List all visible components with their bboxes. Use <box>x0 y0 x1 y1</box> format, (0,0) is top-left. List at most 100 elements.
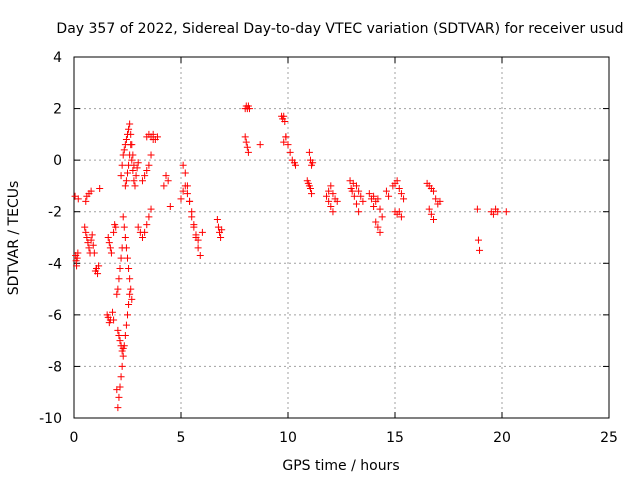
data-point <box>188 213 196 221</box>
data-point <box>436 197 444 205</box>
data-point <box>179 187 187 195</box>
data-point <box>143 166 151 174</box>
data-point <box>127 285 135 293</box>
data-point <box>376 205 384 213</box>
data-point <box>474 236 482 244</box>
data-point <box>122 321 130 329</box>
data-point <box>127 141 135 149</box>
data-point <box>325 187 333 195</box>
data-point <box>117 373 125 381</box>
data-point <box>114 326 122 334</box>
data-point <box>395 185 403 193</box>
data-point <box>131 182 139 190</box>
data-point <box>124 311 131 319</box>
data-point <box>106 316 114 324</box>
data-point <box>217 234 225 241</box>
data-point <box>242 138 250 146</box>
data-point <box>355 208 363 216</box>
x-tick-label: 25 <box>600 430 618 446</box>
data-point <box>117 254 125 262</box>
y-tick-label: 0 <box>53 153 62 169</box>
data-point <box>213 215 221 223</box>
data-point <box>110 228 118 236</box>
data-point <box>376 228 384 236</box>
data-point <box>126 120 134 128</box>
data-point <box>333 197 341 205</box>
data-point <box>85 244 93 252</box>
data-point <box>121 331 129 339</box>
data-point <box>125 125 133 133</box>
data-point <box>198 228 206 236</box>
data-point <box>132 172 140 180</box>
data-point <box>243 143 251 151</box>
data-point <box>126 290 134 298</box>
data-point <box>291 161 299 169</box>
data-point <box>118 362 126 370</box>
data-point <box>115 331 123 339</box>
data-point <box>476 246 484 254</box>
data-point <box>125 264 133 272</box>
data-point <box>134 223 142 231</box>
data-point <box>74 195 82 203</box>
data-point <box>166 203 174 211</box>
y-tick-label: -6 <box>48 308 62 324</box>
data-point <box>502 208 510 216</box>
data-point <box>74 249 82 257</box>
data-point <box>120 146 128 154</box>
data-point <box>119 352 127 360</box>
data-point <box>106 244 114 252</box>
data-point <box>196 252 204 260</box>
x-tick-label: 15 <box>386 430 404 446</box>
data-point <box>122 177 130 185</box>
data-point <box>329 208 337 216</box>
data-point <box>378 213 386 221</box>
y-tick-label: -8 <box>48 359 62 375</box>
data-point <box>138 234 146 241</box>
data-point <box>126 275 134 283</box>
data-point <box>116 264 124 272</box>
data-point <box>395 208 403 216</box>
data-point <box>124 254 131 262</box>
data-point <box>374 195 382 203</box>
data-point <box>73 262 81 270</box>
data-point <box>374 223 382 231</box>
data-point <box>372 218 380 226</box>
data-point <box>143 221 151 229</box>
data-point <box>121 182 129 190</box>
plot-frame <box>73 56 610 419</box>
grid <box>74 57 609 418</box>
data-point <box>121 234 129 241</box>
data-point <box>256 141 264 149</box>
data-point <box>115 275 123 283</box>
x-tick-label: 10 <box>279 430 297 446</box>
chart-title: Day 357 of 2022, Sidereal Day-to-day VTE… <box>56 21 623 37</box>
data-point <box>164 177 172 185</box>
data-point <box>147 205 155 213</box>
data-point <box>385 192 393 200</box>
data-point <box>382 187 390 195</box>
data-point <box>325 197 333 205</box>
data-point <box>89 241 97 249</box>
data-point <box>133 164 141 172</box>
data-point <box>194 244 202 252</box>
data-point <box>489 210 497 218</box>
data-point <box>87 187 95 195</box>
data-point <box>129 166 137 174</box>
data-point <box>73 254 81 262</box>
data-point <box>286 148 294 156</box>
data-point <box>149 130 157 138</box>
x-tick-labels: 0 5 10 15 20 25 <box>70 430 618 446</box>
data-point <box>160 182 168 190</box>
data-point <box>128 295 136 303</box>
data-point <box>122 136 130 144</box>
data-point <box>352 200 360 208</box>
data-point <box>309 159 317 167</box>
data-point <box>179 161 187 169</box>
data-point <box>245 105 253 113</box>
data-point <box>350 192 358 200</box>
data-points <box>71 102 510 412</box>
data-point <box>141 172 149 180</box>
data-point <box>134 159 142 167</box>
data-point <box>370 203 378 211</box>
